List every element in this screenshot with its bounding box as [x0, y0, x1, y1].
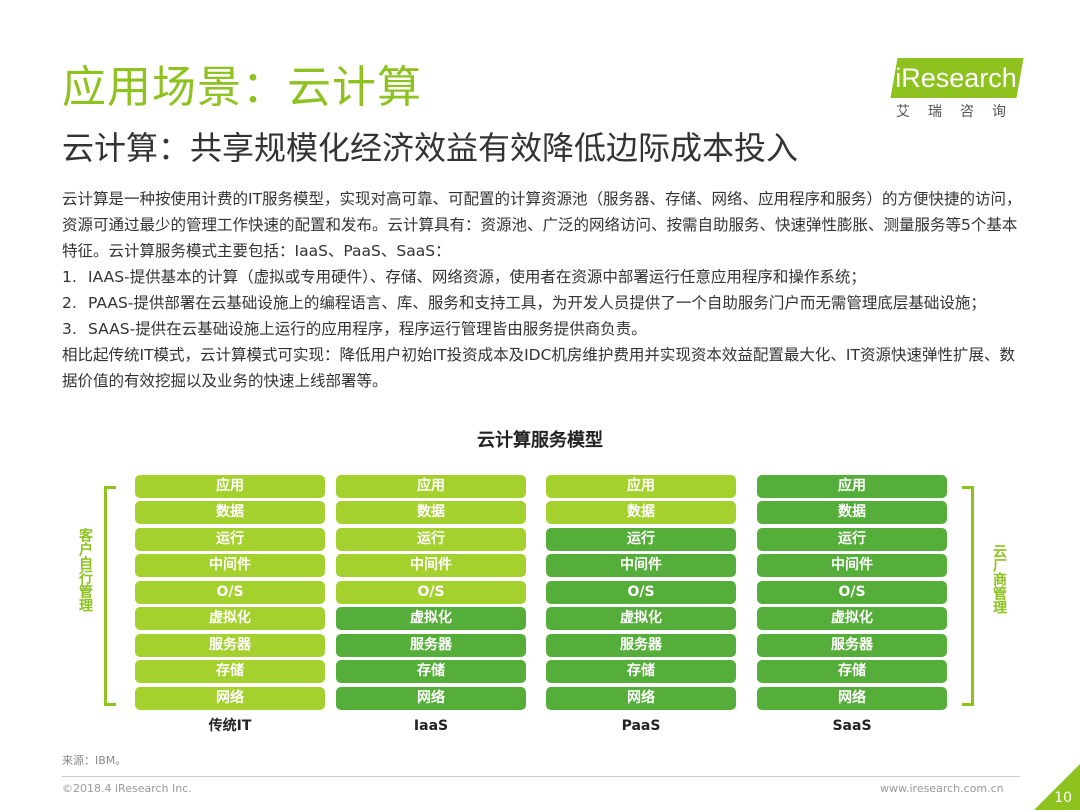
diagram-cell-customer: 数据 [336, 501, 526, 525]
diagram-cell-customer: 服务器 [135, 633, 325, 657]
body-text: 云计算是一种按使用计费的IT服务模型，实现对高可靠、可配置的计算资源池（服务器、… [62, 186, 1024, 394]
diagram-cell-vendor: 中间件 [757, 554, 947, 578]
diagram-cell-customer: 中间件 [135, 554, 325, 578]
diagram-cell-vendor: O/S [546, 580, 736, 604]
diagram-column-label: 传统IT [208, 718, 252, 734]
diagram-cell-customer: 虚拟化 [135, 607, 325, 631]
page-number: 10 [1054, 790, 1072, 806]
diagram-cell-vendor: 运行 [546, 527, 736, 551]
diagram-cell-vendor: 虚拟化 [336, 607, 526, 631]
diagram-column: 应用数据 运行中间件 O/S 虚拟化 服务器存储 网络 [336, 475, 526, 713]
diagram-column: 应用数据 运行中间件 O/S 虚拟化 服务器存储 网络 [546, 475, 736, 713]
iresearch-logo: iResearch 艾瑞咨询 [886, 56, 1036, 126]
diagram-title: 云计算服务模型 [477, 430, 603, 451]
source-note: 来源：IBM。 [62, 754, 127, 767]
diagram-cell-vendor: 服务器 [336, 633, 526, 657]
diagram-cell-vendor: 虚拟化 [546, 607, 736, 631]
diagram-cell-customer: 存储 [135, 660, 325, 684]
diagram-cell-vendor: 网络 [336, 686, 526, 710]
diagram-cell-vendor: 存储 [546, 660, 736, 684]
diagram-cell-vendor: 存储 [336, 660, 526, 684]
diagram-cell-vendor: 中间件 [546, 554, 736, 578]
footer-divider [62, 776, 1020, 777]
diagram-cell-customer: 中间件 [336, 554, 526, 578]
vendor-managed-label: 云厂商管理 [991, 544, 1007, 614]
diagram-cell-customer: 应用 [336, 475, 526, 498]
diagram-cell-vendor: 网络 [757, 686, 947, 710]
diagram-cell-customer: O/S [135, 580, 325, 604]
diagram-cell-vendor: 服务器 [546, 633, 736, 657]
diagram-cell-vendor: O/S [757, 580, 947, 604]
diagram-cell-customer: 应用 [546, 475, 736, 498]
logo-chinese-name: 艾瑞咨询 [896, 104, 1024, 120]
list-number: 3. [62, 320, 77, 338]
diagram-cell-customer: 网络 [135, 686, 325, 710]
vendor-bracket [962, 486, 974, 706]
diagram-cell-customer: 数据 [546, 501, 736, 525]
diagram-column: 应用数据 运行中间件 O/S 虚拟化 服务器存储 网络 [757, 475, 947, 713]
website: www.iresearch.com.cn [880, 782, 1004, 795]
intro-paragraph: 云计算是一种按使用计费的IT服务模型，实现对高可靠、可配置的计算资源池（服务器、… [62, 190, 1022, 260]
list-number: 1. [62, 268, 77, 286]
diagram-cell-customer: 数据 [135, 501, 325, 525]
list-number: 2. [62, 294, 77, 312]
copyright: ©2018.4 iResearch Inc. [62, 782, 192, 795]
diagram-cell-customer: O/S [336, 580, 526, 604]
diagram-cell-vendor: 运行 [757, 527, 947, 551]
diagram-cell-customer: 运行 [336, 527, 526, 551]
page-number-badge [1034, 764, 1080, 810]
diagram-column-label: IaaS [413, 718, 449, 734]
list-item: 1. IAAS-提供基本的计算（虚拟或专用硬件）、存储、网络资源，使用者在资源中… [62, 264, 1024, 290]
list-text: PAAS-提供部署在云基础设施上的编程语言、库、服务和支持工具，为开发人员提供了… [88, 294, 986, 312]
customer-managed-label: 客户自行管理 [77, 528, 93, 612]
diagram-cell-vendor: 数据 [757, 501, 947, 525]
diagram-cell-customer: 运行 [135, 527, 325, 551]
logo-text: iResearch [895, 63, 1017, 93]
diagram-cell-vendor: 存储 [757, 660, 947, 684]
list-item: 3. SAAS-提供在云基础设施上运行的应用程序，程序运行管理皆由服务提供商负责… [62, 316, 1024, 342]
diagram-column-label: SaaS [832, 718, 872, 734]
diagram-cell-vendor: 应用 [757, 475, 947, 498]
diagram-cell-vendor: 网络 [546, 686, 736, 710]
list-text: IAAS-提供基本的计算（虚拟或专用硬件）、存储、网络资源，使用者在资源中部署运… [88, 268, 866, 286]
diagram-cell-vendor: 服务器 [757, 633, 947, 657]
conclusion-paragraph: 相比起传统IT模式，云计算模式可实现：降低用户初始IT投资成本及IDC机房维护费… [62, 346, 1015, 390]
diagram-column-label: PaaS [621, 718, 661, 734]
diagram-cell-vendor: 虚拟化 [757, 607, 947, 631]
page-title: 应用场景：云计算 [62, 62, 422, 113]
customer-bracket [104, 486, 116, 706]
list-text: SAAS-提供在云基础设施上运行的应用程序，程序运行管理皆由服务提供商负责。 [88, 320, 647, 338]
diagram-cell-customer: 应用 [135, 475, 325, 498]
list-item: 2. PAAS-提供部署在云基础设施上的编程语言、库、服务和支持工具，为开发人员… [62, 290, 1024, 316]
diagram-column: 应用数据 运行中间件 O/S 虚拟化 服务器存储 网络 [135, 475, 325, 713]
page-subtitle: 云计算：共享规模化经济效益有效降低边际成本投入 [62, 129, 799, 167]
